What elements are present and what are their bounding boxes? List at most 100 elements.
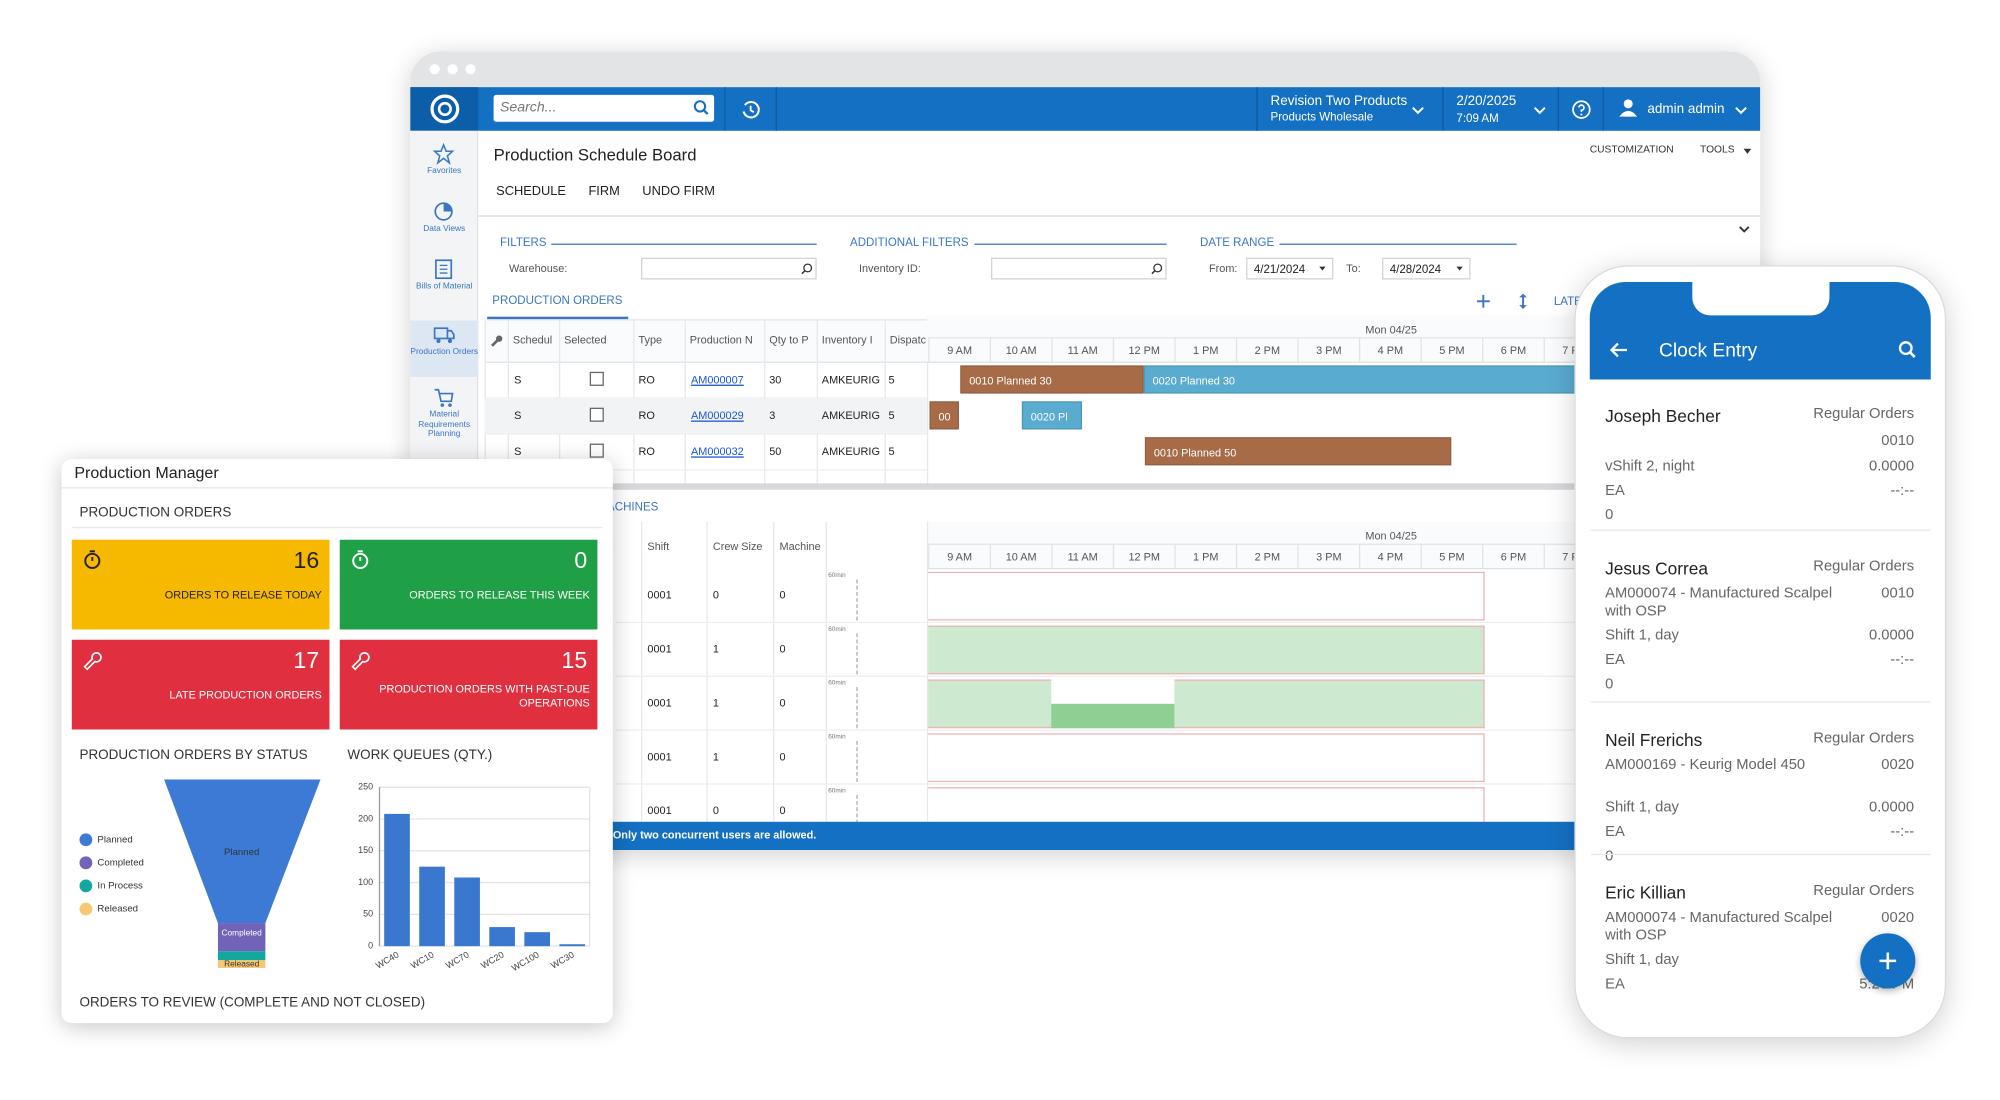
gantt-bar[interactable]: 0010 Planned 50 [1144,437,1452,466]
sidebar-icon-part [448,403,452,407]
search-box[interactable]: Search... [493,94,715,122]
kpi-value: 15 [561,647,588,674]
toolbar-button[interactable]: UNDO FIRM [642,184,715,199]
help-button[interactable] [1557,87,1603,131]
sidebar-icon[interactable] [433,324,455,345]
sidebar-label[interactable]: Material Requirements Planning [418,410,471,439]
hour-cell: 6 PM [1482,543,1544,570]
search-button[interactable] [1898,341,1916,358]
title-bar [410,51,1761,88]
collapse-chevron-part [1739,226,1750,233]
gantt-bar[interactable]: 0020 Pl [1021,401,1083,430]
sidebar-label[interactable]: Data Views [423,224,466,234]
tab-underline [487,316,629,320]
sidebar-icon[interactable] [433,387,454,408]
hour-cell: 3 PM [1297,543,1359,570]
history-icon[interactable] [741,100,760,119]
order-link[interactable]: AM000032 [691,444,744,458]
kpi-tile[interactable]: 0 ORDERS TO RELEASE THIS WEEK [339,539,598,630]
back-button[interactable] [1609,342,1628,358]
menu-button[interactable]: TOOLS [1699,143,1735,156]
capacity-label: 60min [828,571,846,580]
divider [724,87,726,131]
capacity-row [928,625,1485,675]
bar [489,927,515,947]
order-type: Regular Orders [1813,558,1915,575]
sidebar-label[interactable]: Favorites [427,166,462,176]
filter-group-line [1199,243,1517,245]
user-menu[interactable]: admin admin [1602,87,1761,131]
hours: 0.0000 [1868,628,1915,644]
stopwatch-icon-part [84,552,101,569]
kpi-tile[interactable]: 15 PRODUCTION ORDERS WITH PAST-DUE OPERAT… [339,639,598,730]
sidebar-icon-part [443,203,452,212]
toolbar-button[interactable]: SCHEDULE [496,184,566,199]
legend-dot [79,833,93,847]
sidebar-icon[interactable] [433,259,454,280]
checkbox[interactable] [589,407,604,422]
gantt-bar[interactable]: 00 [929,401,959,430]
company-selector[interactable]: Revision Two Products Products Wholesale [1256,87,1442,131]
panel-divider [61,487,613,489]
wrench-icon [491,335,503,347]
section-line [71,526,603,529]
day-label: Mon 04/25 [1365,529,1417,543]
order-link[interactable]: AM000007 [691,373,744,386]
sidebar-label[interactable]: Production Orders [410,347,479,357]
checkbox[interactable] [589,371,604,386]
employee-name: Joseph Becher [1605,406,1721,426]
tab[interactable]: PRODUCTION ORDERS [492,293,623,307]
toolbar-button[interactable]: FIRM [588,184,620,199]
fit-icon[interactable] [1476,294,1490,308]
late-link[interactable]: LATE [1553,294,1582,308]
wrench-icon-part [491,335,503,347]
capacity-free [1051,679,1175,704]
date-input[interactable]: 4/28/2024 [1382,257,1471,280]
capacity-scale [856,633,858,675]
branch-name: Products Wholesale [1270,110,1374,124]
date-input[interactable]: 4/21/2024 [1246,257,1334,280]
divider [775,87,777,131]
logo[interactable] [410,87,479,131]
kpi-label: ORDERS TO RELEASE THIS WEEK [409,588,590,602]
order-link[interactable]: AM000029 [691,408,744,422]
lookup-input[interactable] [641,257,817,280]
column-header: Dispatc [889,333,926,347]
menu-button[interactable]: CUSTOMIZATION [1589,143,1674,156]
column-divider [926,320,929,485]
order-type: Regular Orders [1813,406,1915,422]
column-header: Shift [647,539,670,553]
operation: 0020 [1881,757,1915,774]
lookup-input[interactable] [991,257,1167,280]
column-header: Inventory I [821,333,873,347]
gantt-bar[interactable]: 0020 Planned 30 [1143,365,1580,394]
sidebar-icon[interactable] [432,142,455,165]
sidebar-label[interactable]: Bills of Material [415,282,473,292]
order-type: Regular Orders [1813,730,1915,747]
search-placeholder: Search... [499,99,557,116]
kpi-tile[interactable]: 17 LATE PRODUCTION ORDERS [71,639,330,730]
kpi-tile[interactable]: 16 ORDERS TO RELEASE TODAY [71,539,330,630]
checkbox[interactable] [589,443,604,458]
cell: 1 [712,696,719,709]
row-line [484,397,927,399]
cell: AMKEURIG [821,373,880,386]
column-divider [641,521,643,822]
expand-icon[interactable] [1519,293,1527,309]
cell: 50 [769,444,782,458]
hour-cell: 11 AM [1051,543,1113,570]
production-manager-panel: Production Manager PRODUCTION ORDERS 16 ORD… [61,458,613,1024]
hour-cell: 12 PM [1112,543,1175,570]
cell: AMKEURIG [821,444,880,458]
hours: 0.0000 [1868,799,1915,816]
add-button[interactable] [1860,933,1916,989]
lookup-icon-part [801,269,806,275]
funnel-segment [164,779,321,924]
section-title: WORK QUEUES (QTY.) [347,747,493,763]
sidebar-icon[interactable] [433,201,454,222]
collapse-chevron[interactable] [1738,226,1750,234]
gantt-bar[interactable]: 0010 Planned 30 [960,365,1144,394]
filter-group-title: ADDITIONAL FILTERS [849,235,974,249]
date-selector[interactable]: 2/20/2025 7:09 AM [1442,87,1557,131]
help-icon-part [1580,113,1583,116]
